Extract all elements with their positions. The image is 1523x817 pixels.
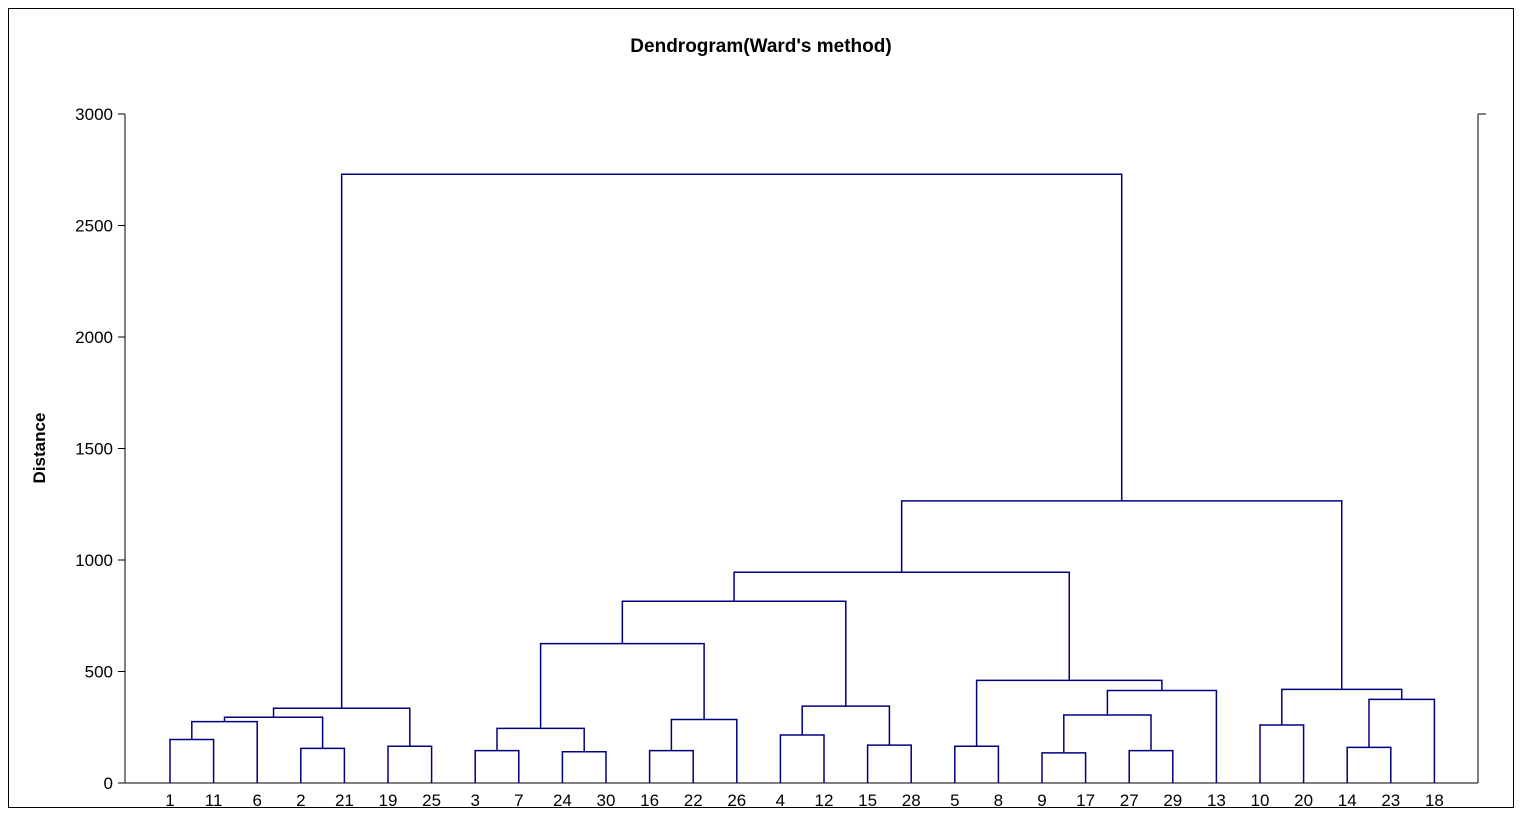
x-tick-label: 27: [1120, 791, 1139, 810]
dendrogram-links: [169, 173, 1436, 783]
dendrogram-link: [1106, 689, 1218, 783]
dendrogram-link: [900, 500, 1343, 690]
dendrogram-link: [733, 571, 1070, 681]
dendrogram-link: [561, 751, 607, 783]
y-tick-label: 2500: [75, 217, 113, 236]
x-tick-label: 30: [597, 791, 616, 810]
dendrogram-link: [1281, 688, 1403, 726]
x-tick-label: 19: [379, 791, 398, 810]
x-tick-label: 25: [422, 791, 441, 810]
axes: [124, 113, 1486, 784]
x-tick-label: 1: [165, 791, 174, 810]
x-tick-label: 5: [950, 791, 959, 810]
dendrogram-link: [621, 600, 847, 707]
dendrogram-link: [866, 744, 912, 783]
dendrogram-link: [300, 747, 346, 783]
dendrogram-link: [474, 749, 520, 783]
x-tick-label: 28: [902, 791, 921, 810]
dendrogram-link: [1368, 698, 1436, 783]
dendrogram-link: [1259, 724, 1305, 783]
x-tick-label: 4: [776, 791, 785, 810]
dendrogram-link: [954, 745, 1000, 783]
dendrogram-link: [1128, 749, 1174, 783]
x-tick-label: 10: [1251, 791, 1270, 810]
x-tick-label: 11: [205, 791, 223, 810]
x-tick-label: 24: [553, 791, 572, 810]
x-tick-label: 16: [640, 791, 659, 810]
x-tick-label: 14: [1338, 791, 1357, 810]
dendrogram-link: [272, 707, 411, 747]
dendrogram-link: [340, 173, 1123, 709]
x-tick-label: 6: [252, 791, 261, 810]
dendrogram-link: [779, 734, 825, 783]
x-tick-label: 7: [514, 791, 523, 810]
x-tick-label: 2: [296, 791, 305, 810]
dendrogram-link: [496, 727, 585, 752]
x-tick-label: 12: [815, 791, 834, 810]
y-tick-label: 1500: [75, 440, 113, 459]
dendrogram-link: [1346, 746, 1392, 783]
x-tick-label: 21: [335, 791, 354, 810]
x-tick-label: 3: [470, 791, 479, 810]
y-axis-ticks: 0 500 1000 1500 2000 2500 3000: [75, 105, 125, 793]
chart-title: Dendrogram(Ward's method): [630, 36, 891, 57]
dendrogram-link: [387, 745, 433, 783]
x-tick-label: 17: [1076, 791, 1095, 810]
y-tick-label: 0: [104, 774, 113, 793]
y-tick-label: 500: [85, 663, 113, 682]
x-tick-label: 13: [1207, 791, 1226, 810]
dendrogram-link: [539, 642, 705, 729]
dendrogram-link: [191, 720, 258, 783]
dendrogram-link: [648, 749, 694, 783]
x-tick-label: 29: [1163, 791, 1182, 810]
x-tick-label: 22: [684, 791, 703, 810]
y-tick-label: 1000: [75, 551, 113, 570]
dendrogram-link: [1041, 752, 1087, 783]
x-tick-label: 20: [1294, 791, 1313, 810]
x-tick-label: 23: [1381, 791, 1400, 810]
x-tick-label: 8: [994, 791, 1003, 810]
x-axis-ticks: 1 11 6 2 21 19 25 3 7 24 30 16 22 26 4 12 15 28 5 8 9 17 27 29 1…: [165, 791, 1444, 810]
dendrogram-link: [1063, 714, 1152, 753]
x-tick-label: 18: [1425, 791, 1444, 810]
dendrogram-link: [169, 738, 215, 783]
chart-frame: [8, 8, 1514, 808]
x-tick-label: 26: [727, 791, 746, 810]
x-tick-label: 15: [858, 791, 877, 810]
y-axis-label: Distance: [30, 413, 49, 484]
y-tick-label: 2000: [75, 328, 113, 347]
x-tick-label: 9: [1037, 791, 1046, 810]
y-tick-label: 3000: [75, 105, 113, 124]
dendrogram-link: [801, 705, 891, 746]
